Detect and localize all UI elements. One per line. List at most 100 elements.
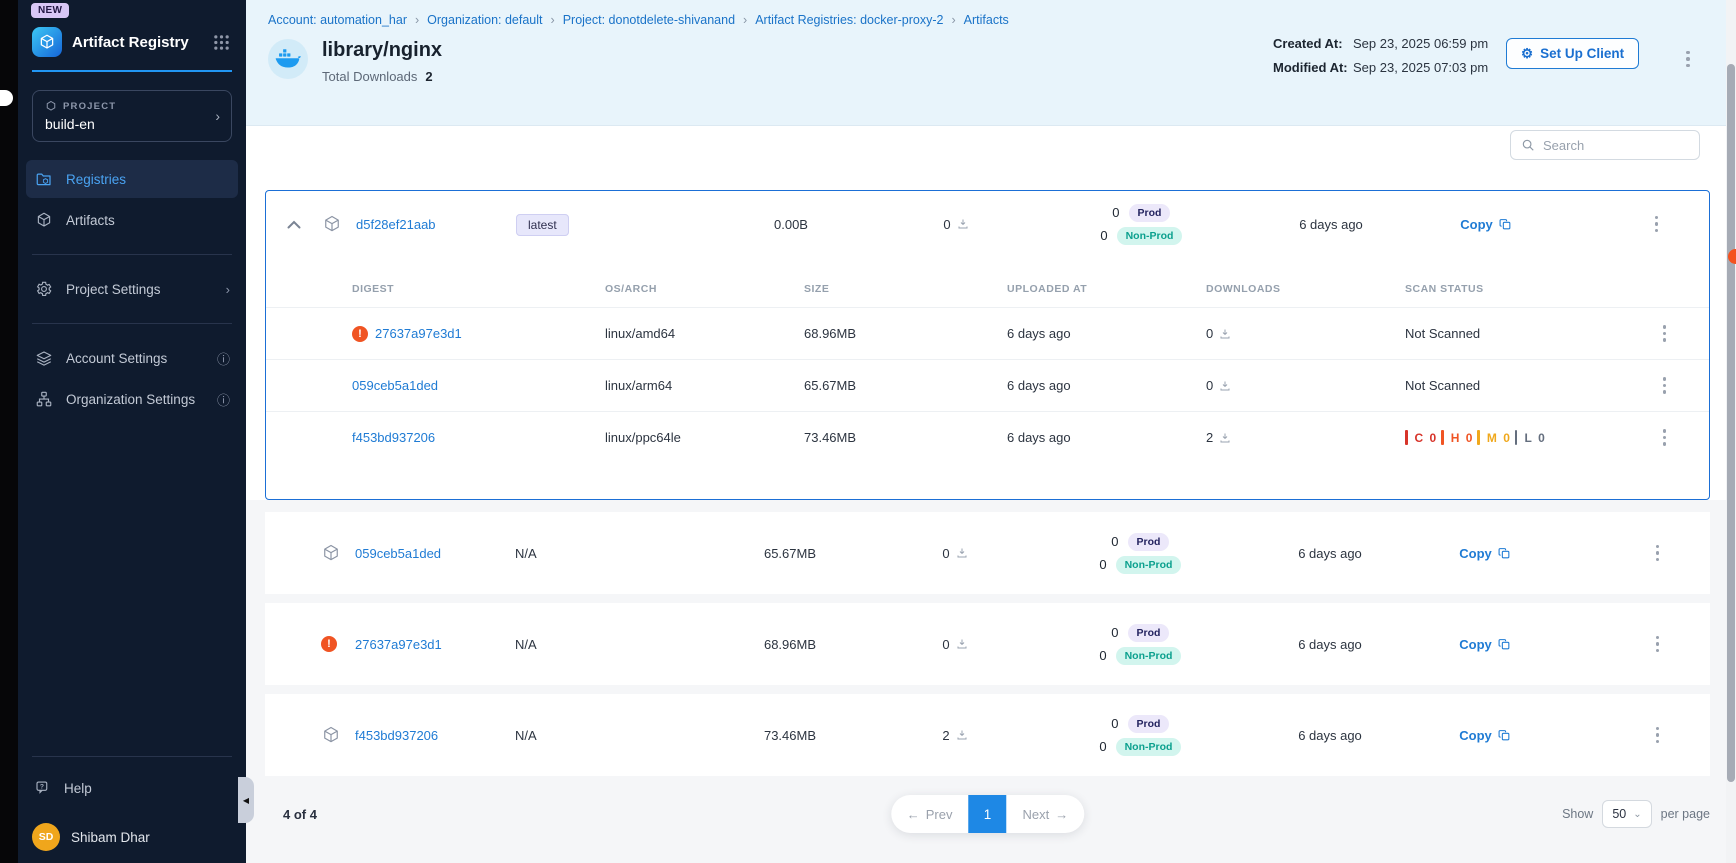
copy-button[interactable]: Copy [1405,546,1565,561]
digest-row-27637a97e3d1: ! 27637a97e3d1 linux/amd64 68.96MB 6 day… [266,307,1709,359]
search-box [1510,130,1700,160]
breadcrumb-project[interactable]: Project: donotdelete-shivanand [562,13,736,27]
sidebar-item-artifacts[interactable]: Artifacts [26,201,238,239]
artifact-name-link[interactable]: 27637a97e3d1 [355,636,442,652]
digest-link[interactable]: f453bd937206 [352,430,436,445]
artifact-row-d5f28ef21aab: d5f28ef21aab latest 0.00B 0 0 Prod 0 Non-P… [266,191,1709,257]
gear-icon: ⚙ [1521,45,1534,61]
collapse-row-toggle[interactable] [266,220,322,229]
nonprod-badge: Non-Prod [1115,737,1182,756]
package-icon [321,725,355,745]
row-kebab-menu[interactable] [1660,372,1670,398]
next-page-button[interactable]: Next → [1022,806,1069,822]
breadcrumb-artifacts[interactable]: Artifacts [963,13,1009,27]
page-size-control: Show 50 ⌄ per page [1562,800,1710,828]
digest-link[interactable]: 27637a97e3d1 [375,326,462,341]
uploaded-at: 6 days ago [1298,727,1362,743]
col-digest: DIGEST [352,283,395,295]
user-menu[interactable]: SD Shibam Dhar [18,811,246,863]
prev-page-button[interactable]: ← Prev [906,806,953,822]
artifact-downloads: 2 [885,728,1025,743]
artifact-meta: Created At: Sep 23, 2025 06:59 pm Modifi… [1273,36,1488,84]
sidebar-nav: Registries Artifacts Project Settings › [18,160,246,418]
org-icon [34,390,54,408]
tag-value: N/A [515,727,537,743]
digest-row-f453bd937206: f453bd937206 linux/ppc64le 73.46MB 6 day… [266,411,1709,463]
col-uploaded-at: UPLOADED AT [1007,283,1088,295]
project-label: PROJECT [45,100,219,112]
page-size-select[interactable]: 50 ⌄ [1602,800,1652,828]
warning-icon: ! [321,636,355,652]
breadcrumb-sep-icon: › [951,13,956,27]
prod-badge: Prod [1127,623,1170,642]
artifact-name-link[interactable]: d5f28ef21aab [356,216,436,232]
chevron-right-icon: › [215,108,220,124]
row-kebab-menu[interactable] [1660,424,1670,450]
copy-button[interactable]: Copy [1405,728,1565,743]
set-up-client-button[interactable]: ⚙ Set Up Client [1506,38,1640,69]
copy-button[interactable]: Copy [1406,217,1566,232]
app-title: Artifact Registry [72,33,189,51]
uploaded-value: 6 days ago [1007,326,1071,341]
pagination: 4 of 4 ← Prev 1 Next → Show [265,790,1710,838]
expanded-artifact-card: d5f28ef21aab latest 0.00B 0 0 Prod 0 Non-P… [265,190,1710,500]
sidebar-item-label: Registries [66,171,127,187]
artifact-name-link[interactable]: f453bd937206 [355,727,439,743]
tag-value: N/A [515,636,537,652]
sidebar-item-registries[interactable]: Registries [26,160,238,198]
row-kebab-menu[interactable] [1652,211,1662,237]
download-icon [1220,329,1230,338]
avatar: SD [32,823,60,851]
uploaded-value: 6 days ago [1007,378,1071,393]
scrollbar-thumb[interactable] [1727,64,1735,782]
scrollbar-track[interactable] [1726,0,1736,863]
row-kebab-menu[interactable] [1653,631,1663,657]
size-value: 65.67MB [804,378,857,393]
artifact-row-059ceb5a1ded: 059ceb5a1ded N/A 65.67MB 0 0 Prod 0 Non-Pr… [265,512,1710,594]
scan-status-counts: C 0 H 0 M 0 L 0 [1405,430,1660,445]
size-value: 73.46MB [804,430,857,445]
artifact-name-link[interactable]: 059ceb5a1ded [355,545,442,561]
user-name: Shibam Dhar [71,829,150,845]
nonprod-badge: Non-Prod [1116,226,1183,245]
sidebar-item-project-settings[interactable]: Project Settings › [26,270,238,308]
apps-grid-icon[interactable] [213,34,230,51]
copy-button[interactable]: Copy [1405,637,1565,652]
expanded-artifact-zone: d5f28ef21aab latest 0.00B 0 0 Prod 0 Non-P… [265,190,1710,500]
row-kebab-menu[interactable] [1660,320,1670,346]
row-kebab-menu[interactable] [1653,722,1663,748]
window-corner-notch [0,90,13,106]
chevron-up-icon [287,220,301,228]
header-kebab-menu[interactable] [1683,46,1693,72]
uploaded-at: 6 days ago [1298,636,1362,652]
sidebar: NEW Artifact Registry PROJECT build-en › [18,0,246,863]
search-input[interactable] [1543,137,1689,153]
package-icon [46,100,56,111]
page-number-button[interactable]: 1 [968,795,1007,833]
sidebar-divider [32,756,232,757]
copy-icon [1498,547,1510,558]
artifact-downloads: 0 [886,217,1026,232]
help-icon: ? [34,779,52,797]
copy-icon [1498,729,1510,740]
info-icon: ⓘ [216,392,230,408]
sidebar-item-organization-settings[interactable]: Organization Settings ⓘ [26,380,238,418]
breadcrumb-account[interactable]: Account: automation_har [268,13,407,27]
download-icon [957,548,967,558]
project-selector[interactable]: PROJECT build-en › [32,90,232,142]
breadcrumb-sep-icon: › [743,13,748,27]
digest-link[interactable]: 059ceb5a1ded [352,378,439,393]
artifact-rows-section: 059ceb5a1ded N/A 65.67MB 0 0 Prod 0 Non-Pr… [246,500,1736,863]
help-button[interactable]: ? Help [18,765,246,811]
sidebar-collapse-handle[interactable]: ◀ [238,777,254,823]
scan-critical: C 0 [1405,430,1437,445]
breadcrumb-registry[interactable]: Artifact Registries: docker-proxy-2 [755,13,944,27]
breadcrumb-organization[interactable]: Organization: default [427,13,543,27]
notification-dot[interactable] [1728,249,1736,264]
environment-counts: 0 Prod 0 Non-Prod [1025,714,1255,756]
search-icon [1521,138,1535,152]
created-at-label: Created At: [1273,36,1343,51]
sidebar-item-account-settings[interactable]: Account Settings ⓘ [26,339,238,377]
row-kebab-menu[interactable] [1653,540,1663,566]
